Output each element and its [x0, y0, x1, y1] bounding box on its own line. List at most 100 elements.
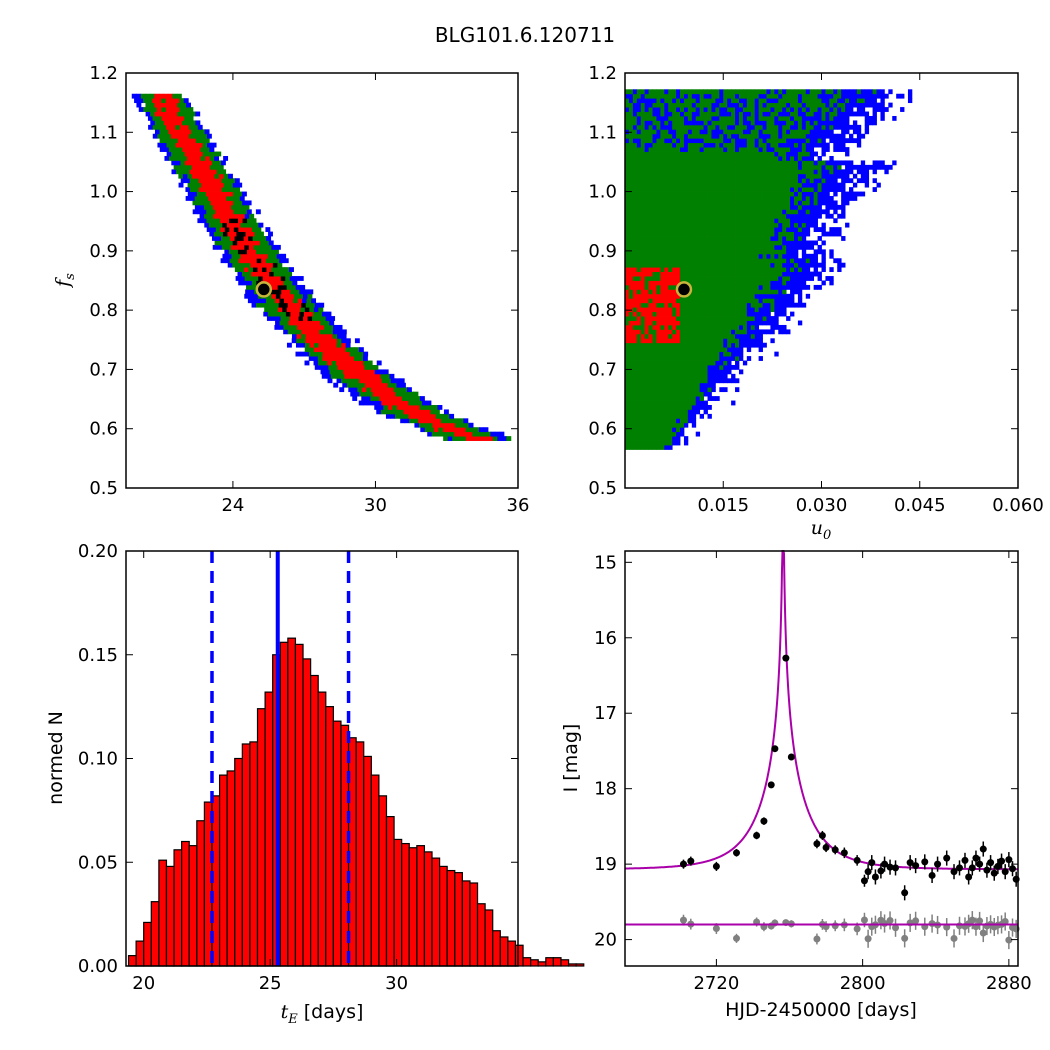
te-fs-density — [131, 93, 512, 441]
u0-fs-cell — [813, 129, 818, 135]
te-fs-cell — [208, 196, 214, 201]
u0-fs-cell — [841, 89, 846, 95]
u0-fs-cell — [742, 124, 748, 130]
u0-fs-cell — [636, 200, 642, 206]
u0-fs-cell — [821, 160, 826, 166]
u0-fs-cell — [793, 222, 799, 228]
u0-fs-cell — [770, 142, 775, 148]
u0-fs-cell — [636, 382, 642, 388]
u0-fs-cell — [715, 102, 720, 108]
te-fs-cell — [279, 320, 285, 326]
u0-fs-cell — [801, 302, 807, 308]
te-fs-cell — [332, 329, 338, 335]
u0-fs-cell — [680, 422, 685, 428]
u0-fs-cell — [774, 120, 779, 126]
u0-fs-cell — [683, 107, 689, 112]
u0-fs-cell — [703, 98, 708, 104]
u0-fs-cell — [790, 89, 795, 95]
u0-fs-cell — [797, 302, 803, 308]
u0-fs-cell — [683, 387, 689, 393]
u0-fs-cell — [884, 169, 889, 175]
te-fs-cell — [223, 191, 229, 197]
te-fs-cell — [314, 302, 320, 308]
u0-fs-cell — [809, 276, 815, 281]
te-fs-cell — [357, 373, 363, 379]
u0-fs-cell — [868, 98, 873, 104]
u0-fs-cell — [809, 196, 815, 201]
u0-fs-cell — [640, 298, 646, 304]
u0-fs-cell — [805, 147, 811, 152]
u0-fs-cell — [656, 280, 661, 286]
u0-fs-cell — [738, 204, 744, 210]
u0-fs-cell — [766, 316, 771, 321]
te-fs-cell — [410, 396, 416, 401]
u0-fs-cell — [766, 289, 771, 295]
u0-fs-cell — [648, 347, 653, 353]
te-fs-cell — [429, 427, 435, 433]
te-fs-cell — [191, 129, 196, 135]
u0-fs-cell — [640, 369, 646, 375]
u0-fs-cell — [735, 333, 740, 339]
u0-fs-cell — [813, 222, 818, 228]
u0-fs-cell — [636, 267, 642, 273]
u0-fs-cell — [793, 93, 799, 99]
u0-fs-cell — [805, 156, 811, 161]
te-fs-cell — [449, 413, 455, 419]
u0-fs-cell — [640, 156, 646, 161]
u0-fs-cell — [680, 311, 685, 317]
te-fs-cell — [159, 147, 165, 152]
te-fs-cell — [217, 222, 223, 228]
u0-fs-cell — [691, 289, 697, 295]
u0-fs-cell — [774, 324, 779, 330]
te-fs-cell — [226, 187, 231, 192]
u0-fs-cell — [691, 253, 697, 259]
u0-fs-cell — [833, 93, 838, 99]
u0-fs-cell — [817, 182, 822, 188]
u0-fs-cell — [652, 98, 657, 104]
u0-fs-cell — [636, 227, 642, 232]
u0-fs-cell — [695, 373, 701, 379]
u0-fs-cell — [782, 107, 787, 112]
u0-fs-cell — [754, 115, 760, 121]
u0-fs-cell — [719, 387, 724, 393]
u0-fs-cell — [754, 120, 760, 126]
te-fs-cell — [217, 213, 223, 219]
u0-fs-cell — [648, 196, 653, 201]
te-histogram-bar — [423, 851, 433, 967]
te-fs-cell — [280, 267, 285, 273]
u0-fs-xtick-label: 0.015 — [697, 495, 749, 516]
u0-fs-cell — [676, 204, 681, 210]
u0-fs-cell — [640, 124, 646, 130]
te-fs-cell — [334, 369, 339, 375]
u0-fs-cell — [668, 382, 673, 388]
te-fs-cell — [262, 276, 268, 281]
u0-fs-cell — [790, 289, 795, 295]
te-fs-cell — [341, 333, 347, 339]
u0-fs-cell — [711, 311, 716, 317]
te-fs-cell — [259, 262, 265, 268]
u0-fs-cell — [703, 231, 708, 237]
u0-fs-cell — [750, 204, 756, 210]
u0-fs-cell — [636, 311, 642, 317]
u0-fs-cell — [817, 227, 822, 232]
te-fs-cell — [194, 169, 199, 175]
u0-fs-cell — [703, 258, 708, 264]
te-histogram-bars — [127, 637, 585, 967]
u0-fs-cell — [762, 191, 767, 197]
u0-fs-cell — [691, 147, 697, 152]
te-histogram-xtick-label: 30 — [385, 973, 408, 994]
u0-fs-cell — [738, 213, 744, 219]
u0-fs-cell — [707, 378, 712, 384]
u0-fs-cell — [687, 173, 693, 179]
u0-fs-cell — [648, 382, 653, 388]
u0-fs-cell — [856, 111, 862, 117]
u0-fs-cell — [628, 191, 634, 197]
u0-fs-cell — [782, 258, 787, 264]
te-fs-cell — [345, 347, 351, 353]
u0-fs-cell — [793, 227, 799, 232]
u0-fs-cell — [833, 258, 838, 264]
te-fs-cell — [304, 307, 310, 313]
u0-fs-cell — [699, 338, 704, 344]
u0-fs-cell — [774, 169, 779, 175]
te-fs-cell — [314, 342, 319, 348]
